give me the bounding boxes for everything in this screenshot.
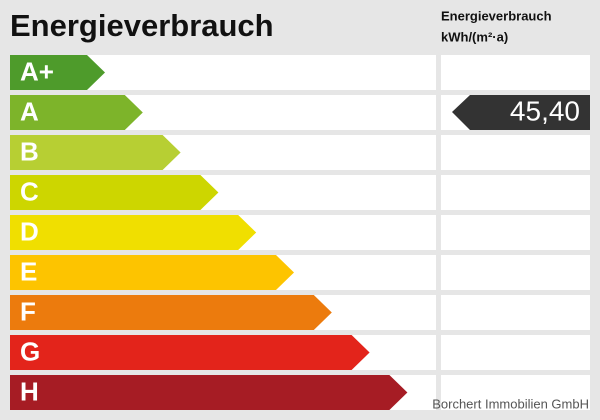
class-bar	[10, 95, 143, 130]
class-bar	[10, 375, 408, 410]
value-cell	[441, 295, 590, 330]
class-label: A+	[20, 56, 54, 86]
class-label: A	[20, 96, 39, 126]
class-bar	[10, 215, 257, 250]
indicator-value: 45,40	[510, 95, 580, 126]
value-cell	[441, 255, 590, 290]
class-label: G	[20, 336, 40, 366]
value-cell	[441, 175, 590, 210]
watermark: Borchert Immobilien GmbH	[432, 396, 589, 411]
value-cell	[441, 215, 590, 250]
class-label: E	[20, 256, 37, 286]
class-bar	[10, 55, 105, 90]
title: Energieverbrauch	[10, 8, 274, 43]
class-label: B	[20, 136, 39, 166]
value-cell	[441, 55, 590, 90]
header-line: Energieverbrauch	[441, 8, 552, 23]
class-label: C	[20, 176, 39, 206]
class-bar	[10, 295, 332, 330]
indicator-arrow	[452, 95, 590, 130]
class-bar	[10, 255, 294, 290]
class-label: F	[20, 296, 36, 326]
class-bar	[10, 175, 219, 210]
value-cell	[441, 335, 590, 370]
class-bar	[10, 335, 370, 370]
value-cell	[441, 375, 590, 410]
class-label: H	[20, 376, 39, 406]
value-cell	[441, 135, 590, 170]
class-label: D	[20, 216, 39, 246]
header-line: kWh/(m²·a)	[441, 29, 508, 44]
class-bar	[10, 135, 181, 170]
